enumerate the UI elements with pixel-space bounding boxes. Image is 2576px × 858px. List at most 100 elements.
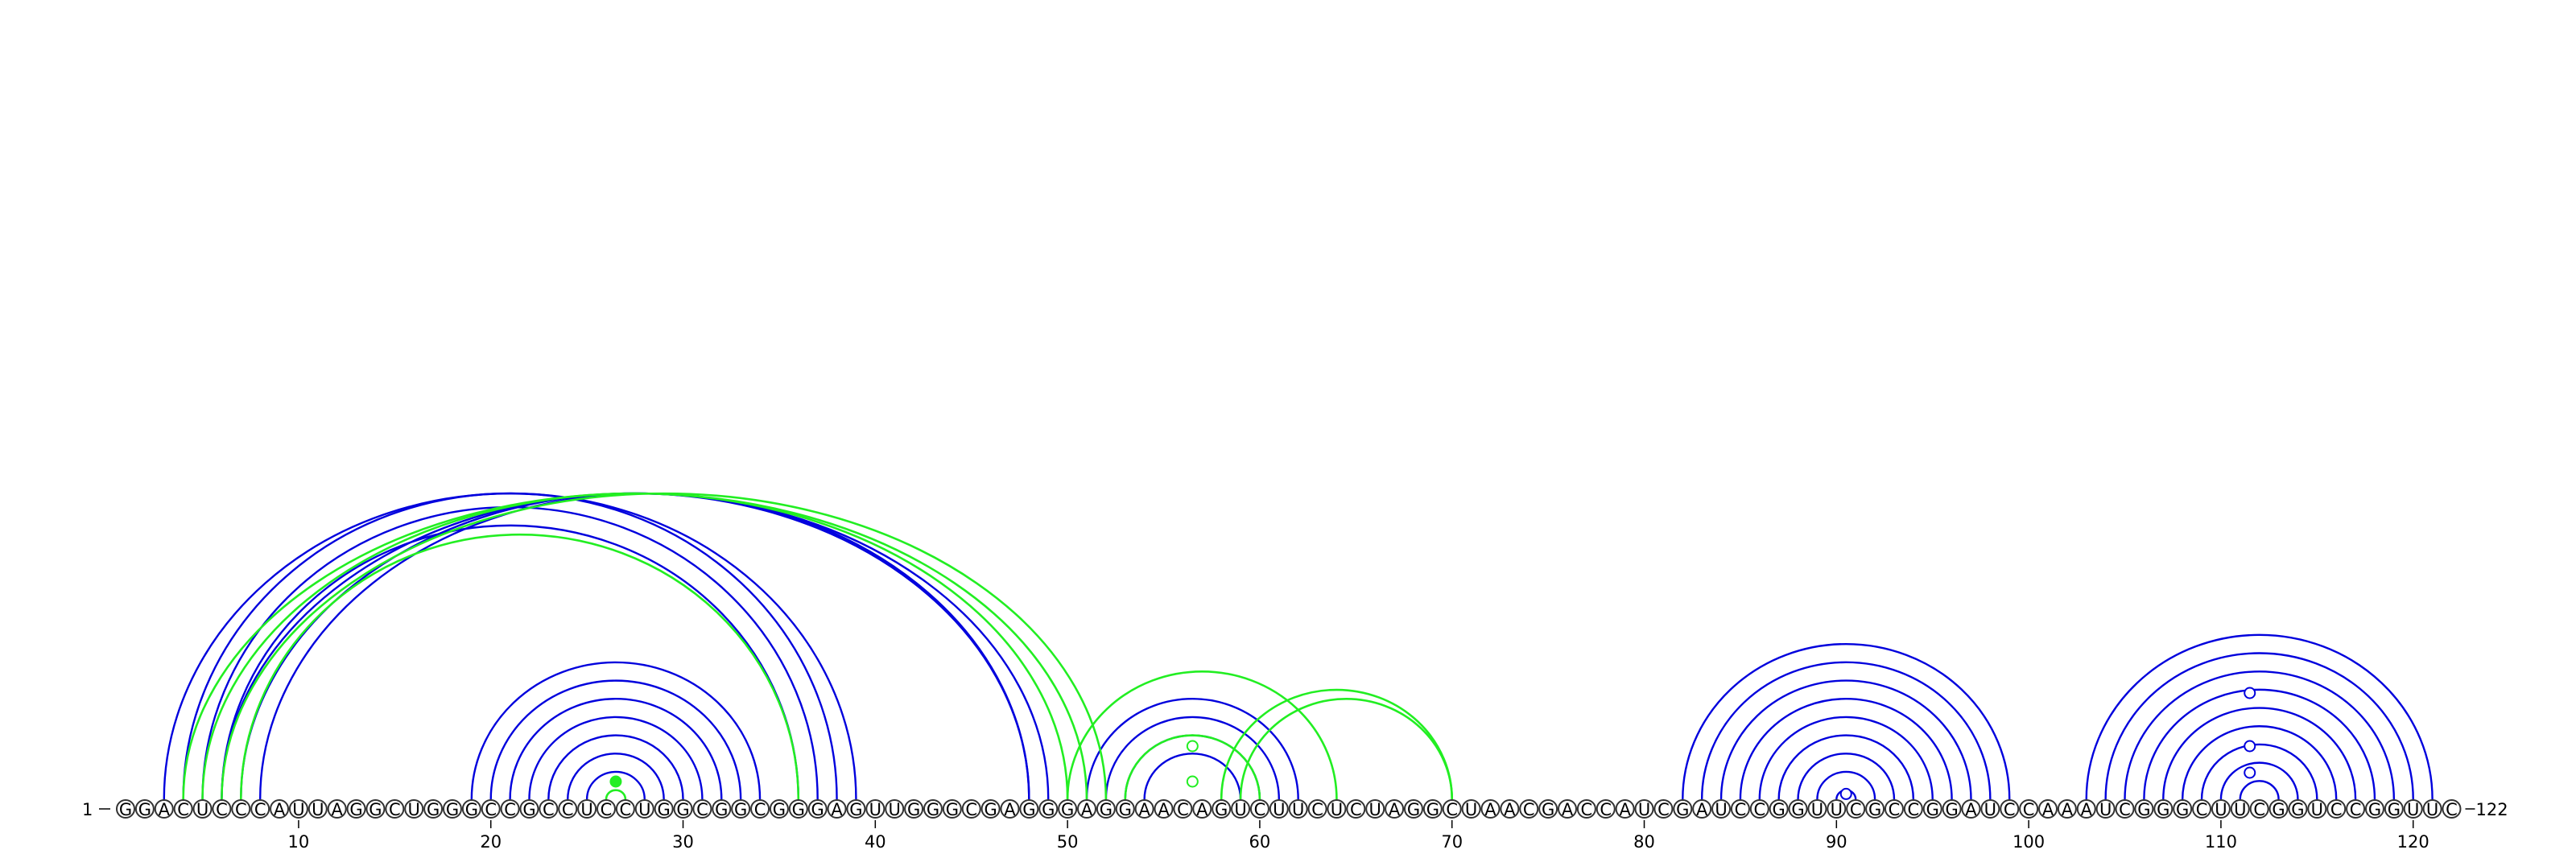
nucleotide-60: C	[1249, 799, 1269, 819]
nucleotide-letter: C	[2119, 800, 2131, 819]
nucleotide-circle	[192, 799, 213, 819]
nucleotide-letter: U	[1638, 800, 1650, 819]
nucleotide-letter: A	[1504, 800, 1516, 819]
nucleotide-circle	[1922, 799, 1942, 819]
nucleotide-50: G	[1058, 799, 1078, 819]
nucleotide-letter: C	[389, 800, 401, 819]
nucleotide-letter: G	[1791, 800, 1804, 819]
nucleotide-17: G	[423, 799, 444, 819]
nucleotide-53: G	[1115, 799, 1135, 819]
nucleotide-letter: G	[1407, 800, 1420, 819]
nucleotide-circle	[481, 799, 501, 819]
nucleotide-51: A	[1077, 799, 1096, 819]
nucleotide-letter: U	[869, 800, 881, 819]
nucleotide-letter: G	[676, 800, 689, 819]
nucleotide-letter: U	[2407, 800, 2419, 819]
blue-base-pair-arc-25-28	[585, 770, 646, 800]
nucleotide-letter: G	[1426, 800, 1439, 819]
nucleotide-80: U	[1634, 799, 1654, 819]
nucleotide-circle	[1000, 799, 1020, 819]
nucleotide-circle	[923, 799, 943, 819]
nucleotide-letter: A	[1196, 800, 1208, 819]
tick-label-20: 20	[480, 832, 502, 852]
nucleotide-letter: C	[1657, 800, 1670, 819]
nucleotide-circle	[173, 799, 193, 819]
nucleotide-letter: U	[1331, 800, 1343, 819]
nucleotide-93: C	[1884, 799, 1904, 819]
nucleotide-circle	[308, 799, 328, 819]
nucleotide-15: C	[385, 799, 405, 819]
nucleotide-77: C	[1576, 799, 1596, 819]
nucleotide-107: G	[2153, 799, 2174, 819]
nucleotide-26: C	[597, 799, 616, 819]
nucleotide-circle	[634, 799, 654, 819]
nucleotide-letter: G	[2291, 800, 2304, 819]
nucleotide-letter: C	[177, 800, 189, 819]
green-base-pair-arc-50-64	[1066, 670, 1338, 800]
nucleotide-70: C	[1442, 799, 1462, 819]
nucleotide-25: U	[577, 799, 597, 819]
nucleotide-circle	[558, 799, 578, 819]
nucleotide-letter: C	[543, 800, 555, 819]
nucleotide-68: G	[1403, 799, 1423, 819]
green-base-pair-arc-7-36	[239, 533, 800, 800]
nucleotide-66: U	[1365, 799, 1385, 819]
nucleotide-110: U	[2211, 799, 2231, 819]
nucleotide-circle	[1212, 799, 1232, 819]
blue-base-pair-arc-110-114	[2219, 761, 2299, 800]
tick-label-120: 120	[2397, 832, 2429, 852]
nucleotide-letter: G	[811, 800, 824, 819]
nucleotide-letter: G	[427, 800, 440, 819]
nucleotide-circle	[461, 799, 481, 819]
nucleotide-letter: U	[1984, 800, 1996, 819]
nucleotide-letter: C	[1889, 800, 1901, 819]
nucleotide-circle	[2422, 799, 2442, 819]
nucleotide-circle	[1884, 799, 1904, 819]
blue-base-pair-arc-85-96	[1739, 698, 1953, 800]
nucleotide-letter: G	[657, 800, 670, 819]
tick-label-60: 60	[1249, 832, 1271, 852]
nucleotide-19: G	[461, 799, 481, 819]
nucleotide-letter: C	[216, 800, 228, 819]
nucleotide-circle	[1980, 799, 2000, 819]
nucleotide-letter: A	[274, 800, 286, 819]
sequence-end-label: 122	[2475, 800, 2508, 819]
loop-markers	[609, 687, 2256, 800]
nucleotide-117: C	[2346, 799, 2366, 819]
nucleotide-49: G	[1038, 799, 1059, 819]
green-base-pair-arc-59-70	[1239, 697, 1454, 800]
nucleotide-letter: G	[773, 800, 786, 819]
nucleotide-letter: G	[349, 800, 362, 819]
nucleotide-circle	[1749, 799, 1769, 819]
nucleotide-circle	[654, 799, 674, 819]
nucleotide-14: G	[365, 799, 386, 819]
blue-base-pair-arc-6-36	[221, 524, 799, 800]
nucleotide-121: U	[2422, 799, 2442, 819]
nucleotide-letter: A	[2081, 800, 2093, 819]
nucleotide-44: G	[942, 799, 962, 819]
tick-label-50: 50	[1057, 832, 1079, 852]
nucleotide-85: C	[1730, 799, 1750, 819]
nucleotide-letter: U	[2099, 800, 2112, 819]
nucleotide-circle	[1769, 799, 1789, 819]
nucleotide-letter: G	[2272, 800, 2285, 819]
nucleotide-83: A	[1692, 799, 1712, 819]
blue-base-pair-arc-108-116	[2181, 725, 2338, 800]
nucleotide-circle	[2384, 799, 2404, 819]
nucleotide-letter: A	[1389, 800, 1401, 819]
nucleotide-circle	[1519, 799, 1539, 819]
nucleotide-circle	[731, 799, 751, 819]
nucleotide-circle	[2326, 799, 2347, 819]
nucleotide-24: C	[558, 799, 578, 819]
nucleotide-circle	[1942, 799, 1962, 819]
nucleotide-35: G	[769, 799, 789, 819]
nucleotide-61: U	[1269, 799, 1289, 819]
nucleotide-letter: C	[1177, 800, 1189, 819]
nucleotide-circle	[288, 799, 308, 819]
nucleotide-circle	[1192, 799, 1212, 819]
nucleotide-circle	[404, 799, 424, 819]
nucleotide-circle	[827, 799, 847, 819]
green-base-pair-arc-5-50	[201, 492, 1069, 800]
nucleotide-73: A	[1500, 799, 1520, 819]
